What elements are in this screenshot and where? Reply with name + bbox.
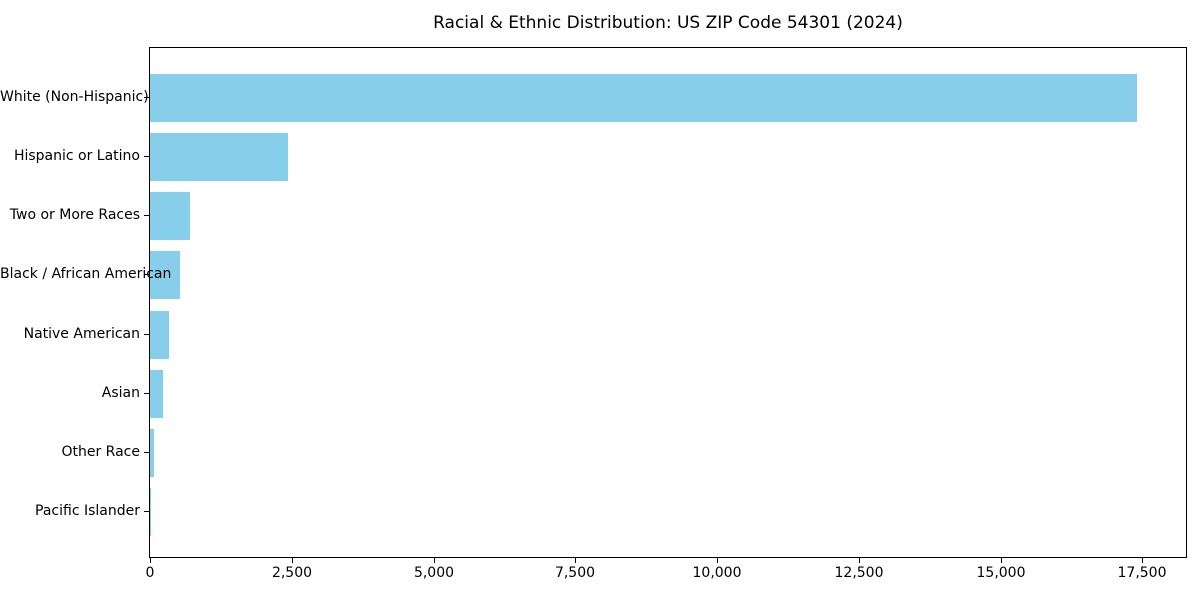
chart-title: Racial & Ethnic Distribution: US ZIP Cod… (433, 13, 903, 33)
y-tick-mark (144, 274, 149, 275)
bar-two-or-more-races (150, 192, 190, 240)
bar-black-african-american (150, 251, 180, 299)
bar-white-non-hispanic (150, 74, 1137, 122)
x-tick-mark (292, 558, 293, 563)
y-tick-label: Asian (101, 385, 140, 401)
y-tick-mark (144, 511, 149, 512)
y-tick-label: Two or More Races (9, 207, 140, 223)
x-tick-mark (859, 558, 860, 563)
y-tick-mark (144, 334, 149, 335)
x-tick-label: 17,500 (1117, 565, 1167, 581)
x-tick-label: 15,000 (976, 565, 1026, 581)
x-tick-mark (575, 558, 576, 563)
y-tick-mark (144, 215, 149, 216)
y-tick-label: Black / African American (0, 266, 172, 282)
x-tick-label: 7,500 (554, 565, 596, 581)
bar-hispanic-or-latino (150, 133, 288, 181)
x-tick-mark (717, 558, 718, 563)
y-tick-mark (144, 393, 149, 394)
x-tick-label: 0 (145, 565, 155, 581)
y-tick-mark (144, 97, 149, 98)
bar-asian (150, 370, 163, 418)
x-tick-mark (150, 558, 151, 563)
plot-area (149, 47, 1187, 558)
x-tick-mark (1001, 558, 1002, 563)
x-tick-mark (1142, 558, 1143, 563)
y-tick-label: Other Race (61, 444, 140, 460)
y-tick-label: Native American (23, 326, 140, 342)
y-tick-mark (144, 452, 149, 453)
y-tick-label: White (Non-Hispanic) (0, 89, 149, 105)
x-tick-mark (434, 558, 435, 563)
x-tick-label: 5,000 (413, 565, 455, 581)
bar-native-american (150, 311, 169, 359)
y-tick-mark (144, 156, 149, 157)
y-tick-label: Pacific Islander (35, 503, 140, 519)
x-tick-label: 2,500 (271, 565, 313, 581)
bar-pacific-islander (150, 488, 151, 536)
y-tick-label: Hispanic or Latino (13, 148, 140, 164)
x-tick-label: 10,000 (692, 565, 742, 581)
x-tick-label: 12,500 (834, 565, 884, 581)
bar-other-race (150, 429, 154, 477)
